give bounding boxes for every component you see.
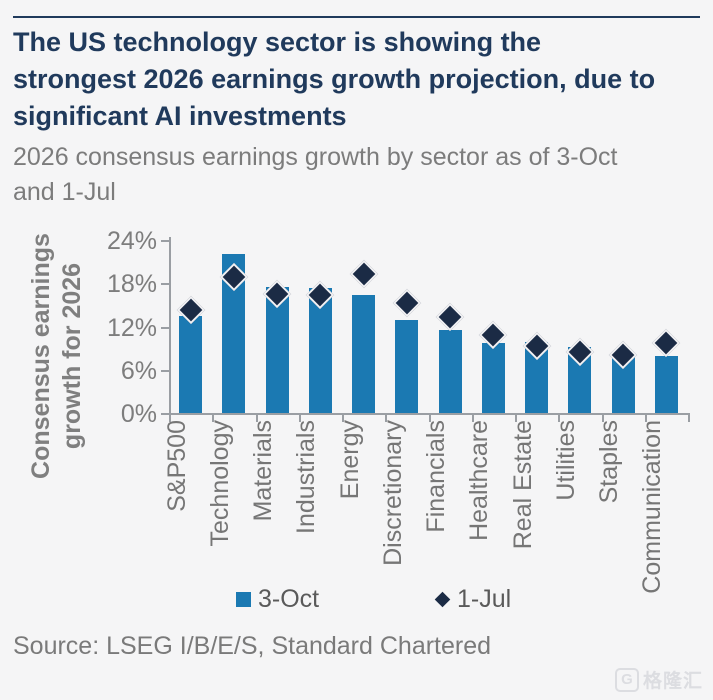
- x-tick-mark: [601, 415, 604, 422]
- chart-subtitle-line: 2026 consensus earnings growth by sector…: [13, 143, 618, 171]
- y-tick-mark: [161, 326, 169, 329]
- diamond-marker-energy: [349, 259, 378, 289]
- legend-item-1-jul: 1-Jul: [434, 585, 512, 613]
- source-note: Source: LSEG I/B/E/S, Standard Chartered: [13, 632, 492, 660]
- bar-utilities: [568, 346, 592, 413]
- chart-subtitle: 2026 consensus earnings growth by sector…: [13, 140, 705, 210]
- chart-legend: 3-Oct 1-Jul: [0, 582, 713, 613]
- bar-energy: [352, 294, 376, 413]
- bar-healthcare: [481, 343, 505, 413]
- y-tick-mark: [161, 413, 169, 415]
- gelonghui-logo-icon: G: [614, 667, 639, 692]
- x-tick-mark: [644, 415, 647, 422]
- y-tick-mark: [161, 240, 169, 242]
- chart-subtitle-line: and 1-Jul: [13, 178, 116, 206]
- bar-discretionary: [395, 320, 419, 413]
- x-tick-mark: [255, 415, 258, 422]
- y-tick-mark: [161, 369, 169, 372]
- watermark: G 格隆汇: [614, 666, 703, 693]
- watermark-text: 格隆汇: [642, 671, 703, 692]
- chart-title-line: significant AI investments: [13, 101, 347, 131]
- legend-item-3-oct: 3-Oct: [236, 585, 319, 613]
- bar-materials: [265, 286, 289, 413]
- x-tick-mark: [428, 415, 431, 422]
- diamond-marker-discretionary: [392, 288, 422, 317]
- y-tick-mark: [161, 283, 169, 286]
- chart-title-line: The US technology sector is showing the: [13, 27, 542, 57]
- legend-label: 3-Oct: [258, 585, 320, 613]
- x-tick-mark: [212, 415, 215, 422]
- y-tick-label: 0%: [120, 400, 157, 428]
- y-tick-label: 24%: [106, 227, 157, 255]
- bar-staples: [611, 357, 635, 413]
- y-axis-title-line: growth for 2026: [58, 262, 86, 450]
- bar-s-p500: [179, 316, 203, 413]
- bar-financials: [438, 330, 462, 413]
- y-axis-title: Consensus earnings growth for 2026: [26, 216, 88, 496]
- x-tick-mark: [558, 415, 561, 422]
- y-tick-label: 12%: [106, 313, 157, 342]
- x-tick-mark: [471, 415, 474, 422]
- bar-real-estate: [525, 342, 549, 413]
- diamond-marker-communication: [652, 328, 681, 358]
- x-tick-mark: [169, 415, 171, 422]
- diamond-marker-financials: [435, 302, 465, 332]
- diamond-swatch-icon: [434, 591, 451, 607]
- x-tick-mark: [515, 415, 517, 422]
- bar-swatch-icon: [236, 591, 251, 607]
- legend-label: 1-Jul: [457, 585, 512, 613]
- x-axis-line: [169, 413, 690, 415]
- x-tick-mark: [688, 415, 690, 422]
- header-rule: [13, 16, 700, 18]
- y-axis-title-line: Consensus earnings: [27, 233, 55, 479]
- bar-industrials: [308, 288, 332, 413]
- x-tick-mark: [298, 415, 301, 422]
- bar-technology: [222, 253, 246, 413]
- y-axis-line: [169, 237, 171, 415]
- bar-communication: [654, 356, 678, 413]
- x-tick-mark: [342, 415, 344, 422]
- y-tick-label: 6%: [120, 356, 157, 385]
- x-tick-mark: [385, 415, 388, 422]
- chart-title-line: strongest 2026 earnings growth projectio…: [13, 64, 656, 94]
- y-tick-label: 18%: [106, 270, 157, 299]
- chart-title: The US technology sector is showing the …: [13, 24, 705, 135]
